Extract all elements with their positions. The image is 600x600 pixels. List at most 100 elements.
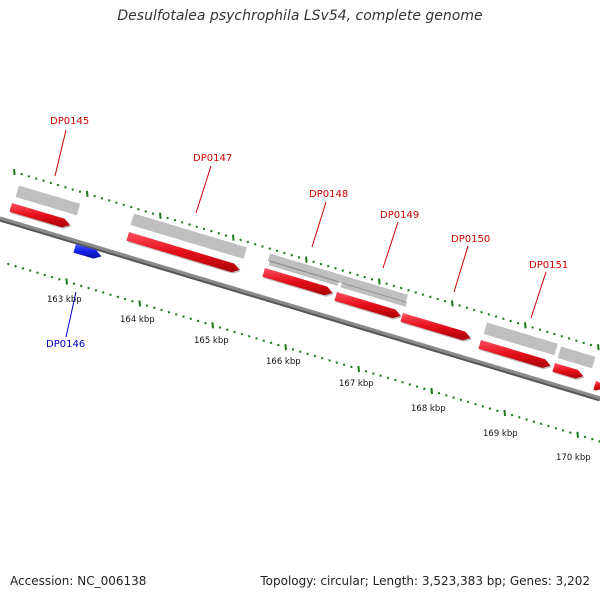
gene-bar-shadow <box>268 260 339 286</box>
lower-minor-tick <box>218 326 222 329</box>
upper-minor-tick <box>210 229 213 233</box>
backbone-line <box>0 216 600 400</box>
lower-minor-tick <box>510 413 514 417</box>
lower-minor-tick <box>488 407 492 410</box>
gene-label: DP0147 <box>193 153 232 164</box>
gene-bar-shadow <box>130 213 248 259</box>
lower-minor-tick <box>386 376 390 380</box>
lower-minor-tick <box>518 416 521 419</box>
upper-minor-tick <box>392 284 396 288</box>
lower-minor-tick <box>372 372 375 375</box>
lower-minor-tick <box>379 374 382 377</box>
gene-features <box>9 184 600 391</box>
upper-minor-tick <box>297 256 301 259</box>
scale-label: 164 kbp <box>120 315 155 325</box>
upper-minor-tick <box>421 293 425 296</box>
upper-minor-tick <box>319 262 323 266</box>
lower-major-tick <box>211 322 214 329</box>
lower-minor-tick <box>72 282 76 285</box>
map-title: Desulfotalea psychrophila LSv54, complet… <box>117 8 483 24</box>
lower-minor-tick <box>94 288 98 292</box>
upper-minor-tick <box>180 221 184 224</box>
gene-bar-shadow <box>15 185 81 216</box>
upper-minor-tick <box>487 313 491 316</box>
lower-minor-tick <box>50 275 54 279</box>
gene-bar-shadow <box>340 282 408 307</box>
upper-minor-tick <box>370 278 374 281</box>
lower-minor-tick <box>153 306 156 310</box>
lower-minor-tick <box>481 405 485 408</box>
upper-minor-tick <box>326 264 330 268</box>
cds-bar <box>262 268 333 296</box>
lower-major-tick <box>65 278 68 285</box>
scale-ticks <box>7 168 600 443</box>
scale-label: 165 kbp <box>194 336 229 346</box>
upper-minor-tick <box>173 218 177 222</box>
reverse-gene-bar <box>73 244 102 259</box>
scale-label: 166 kbp <box>266 357 301 367</box>
gene-bar-shadow <box>267 253 408 303</box>
upper-major-tick <box>524 322 527 329</box>
upper-minor-tick <box>151 212 155 215</box>
gene-label: DP0151 <box>529 260 568 271</box>
upper-minor-tick <box>246 240 250 244</box>
upper-minor-tick <box>144 210 147 213</box>
lower-minor-tick <box>189 317 193 321</box>
upper-minor-tick <box>385 282 388 285</box>
lower-minor-tick <box>116 295 120 299</box>
lower-minor-tick <box>196 319 200 323</box>
lower-minor-tick <box>262 339 266 342</box>
lower-minor-tick <box>423 387 426 391</box>
upper-minor-tick <box>575 339 578 342</box>
lower-minor-tick <box>401 380 404 384</box>
scale-label: 163 kbp <box>47 295 82 305</box>
upper-minor-tick <box>531 326 534 329</box>
scale-label: 167 kbp <box>339 379 374 389</box>
gene-labels: DP0145 DP0146 DP0147 DP0148 DP0149 DP0150 DP01… <box>46 116 568 350</box>
lower-minor-tick <box>109 293 112 296</box>
upper-minor-tick <box>100 196 104 200</box>
upper-minor-tick <box>553 332 556 336</box>
upper-minor-tick <box>268 247 272 250</box>
lower-minor-tick <box>36 271 39 275</box>
lower-minor-tick <box>43 273 47 277</box>
lower-minor-tick <box>182 315 185 318</box>
upper-minor-tick <box>27 175 31 178</box>
lower-minor-tick <box>342 363 346 367</box>
upper-minor-tick <box>582 341 585 345</box>
cds-bar <box>400 313 471 341</box>
lower-minor-tick <box>167 310 171 314</box>
upper-minor-tick <box>363 275 366 279</box>
upper-minor-tick <box>93 194 96 198</box>
lower-minor-tick <box>80 284 83 288</box>
upper-minor-tick <box>107 199 111 202</box>
upper-minor-tick <box>589 343 593 347</box>
lower-minor-tick <box>58 278 61 281</box>
gene-label: DP0146 <box>46 339 85 350</box>
upper-minor-tick <box>122 203 126 207</box>
lower-minor-tick <box>291 348 295 351</box>
lower-minor-tick <box>204 321 207 325</box>
lower-major-tick <box>430 387 433 395</box>
lower-major-tick <box>138 300 141 307</box>
gene-label: DP0149 <box>380 210 419 221</box>
gene-leader-line <box>195 165 212 214</box>
lower-minor-tick <box>393 378 397 382</box>
lower-minor-tick <box>269 341 273 345</box>
lower-major-tick <box>284 344 287 351</box>
upper-minor-tick <box>509 319 512 323</box>
upper-minor-tick <box>49 181 53 185</box>
upper-minor-tick <box>436 297 439 301</box>
lower-minor-tick <box>408 383 412 386</box>
upper-major-tick <box>305 256 308 263</box>
gene-leader-line <box>65 291 77 338</box>
upper-minor-tick <box>64 186 67 189</box>
upper-minor-tick <box>137 207 140 211</box>
gene-bar-shadow <box>557 346 596 369</box>
upper-minor-tick <box>188 223 191 226</box>
lower-minor-tick <box>320 356 324 360</box>
lower-minor-tick <box>101 291 105 294</box>
lower-minor-tick <box>160 308 163 312</box>
scale-label: 169 kbp <box>483 429 518 439</box>
